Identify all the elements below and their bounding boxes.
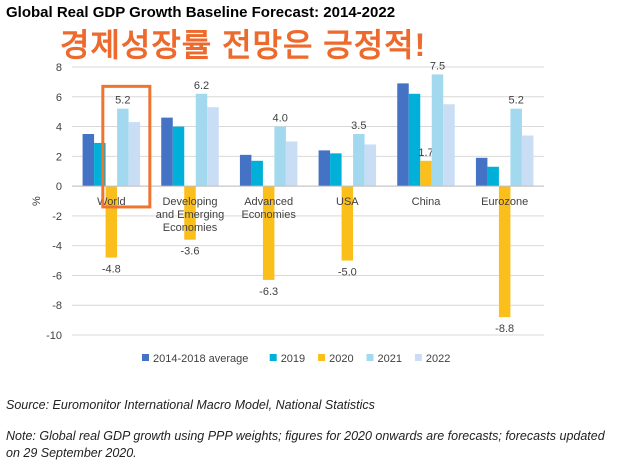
bar	[239, 154, 252, 187]
category-label: and Emerging	[156, 209, 225, 221]
source-note: Source: Euromonitor International Macro …	[6, 398, 375, 412]
legend-label: 2019	[281, 353, 305, 365]
bar	[82, 134, 95, 187]
data-label: -6.3	[259, 286, 278, 298]
data-label: 1.7	[418, 147, 433, 159]
bar	[274, 126, 286, 187]
bar	[184, 186, 196, 240]
bar	[161, 117, 173, 187]
bar	[341, 186, 354, 261]
data-label: 6.2	[194, 80, 209, 92]
y-tick-label: -8	[52, 300, 62, 312]
y-tick-label: 2	[56, 151, 62, 163]
bar	[420, 160, 432, 187]
category-label: Advanced	[244, 196, 293, 208]
category-label: Economies	[241, 209, 296, 221]
gdp-growth-chart: -10 -8 -6 -4 -2 0 2 4 6 8% -4.8 5.2 -3.6 6.2 -6.3 4.0 -5…	[31, 60, 544, 365]
bar	[353, 134, 365, 187]
y-tick-label: 6	[56, 92, 62, 104]
y-tick-label: -4	[52, 241, 62, 253]
y-tick-label: -6	[52, 270, 62, 282]
category-label: Economies	[163, 222, 218, 234]
category-label: USA	[336, 196, 359, 208]
legend-label: 2014-2018 average	[153, 353, 248, 365]
data-label: -4.8	[102, 264, 121, 276]
bar	[510, 108, 522, 187]
data-label: -5.0	[338, 267, 357, 279]
bar	[364, 144, 377, 187]
bar	[128, 122, 141, 187]
category-label: Developing	[162, 196, 217, 208]
bar	[251, 160, 263, 187]
data-label: 5.2	[115, 95, 130, 107]
legend-label: 2020	[329, 353, 353, 365]
data-label: -8.8	[495, 323, 514, 335]
bar	[117, 108, 129, 187]
highlight-box	[101, 84, 152, 209]
y-axis-label: %	[31, 196, 43, 206]
y-tick-label: -10	[46, 330, 62, 342]
bar	[105, 186, 118, 258]
legend-label: 2022	[426, 353, 450, 365]
y-tick-label: 0	[56, 181, 62, 193]
bar	[475, 157, 488, 187]
bar	[487, 166, 499, 187]
bar	[397, 83, 409, 187]
bar	[262, 186, 275, 280]
data-label: 5.2	[509, 95, 524, 107]
legend-swatch	[142, 354, 149, 361]
category-label: Eurozone	[481, 196, 528, 208]
footnote: Note: Global real GDP growth using PPP w…	[6, 429, 605, 460]
bar	[172, 126, 185, 187]
y-tick-label: 4	[56, 122, 62, 134]
bar	[318, 150, 331, 187]
bar	[285, 141, 298, 187]
headline-banner: 경제성장률 전망은 긍정적!	[60, 27, 427, 63]
y-tick-label: -2	[52, 211, 62, 223]
legend-swatch	[414, 354, 422, 361]
data-label: 3.5	[351, 120, 366, 132]
bar	[498, 186, 511, 318]
data-label: 7.5	[430, 60, 445, 72]
bar	[443, 104, 455, 187]
data-label: 4.0	[273, 113, 288, 125]
data-label: -3.6	[181, 246, 200, 258]
bar	[408, 93, 421, 187]
bar	[207, 107, 219, 187]
legend-swatch	[318, 354, 326, 361]
chart-title: Global Real GDP Growth Baseline Forecast…	[6, 4, 396, 21]
legend-label: 2021	[378, 353, 402, 365]
legend-swatch	[366, 354, 374, 361]
bar	[330, 153, 342, 187]
bar	[195, 93, 208, 187]
legend-swatch	[269, 354, 277, 361]
y-tick-label: 8	[56, 62, 62, 74]
bar	[94, 142, 106, 187]
category-label: China	[412, 196, 442, 208]
bar	[521, 135, 534, 187]
bar	[431, 74, 444, 187]
